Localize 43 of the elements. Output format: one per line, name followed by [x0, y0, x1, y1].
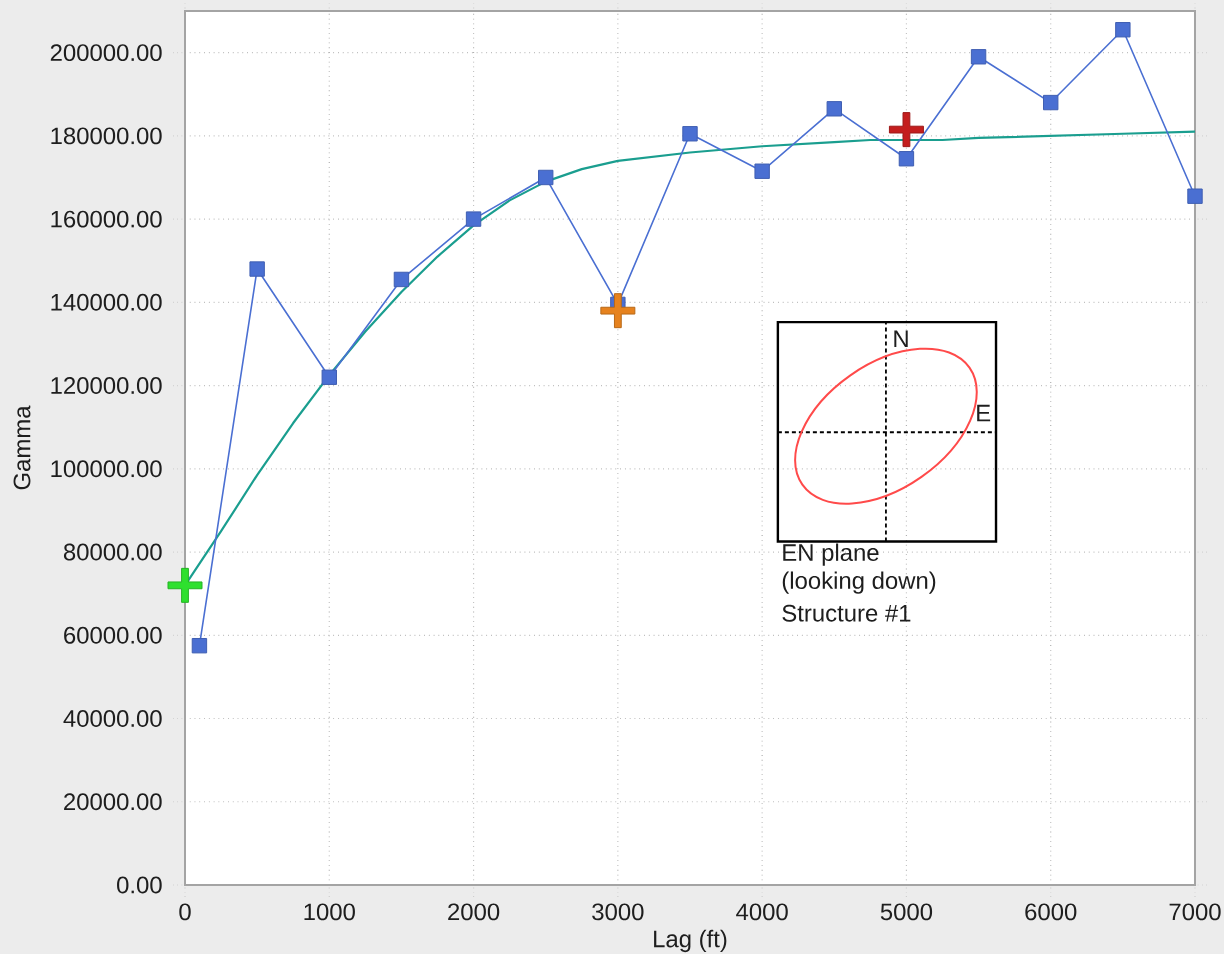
- y-tick-label: 80000.00: [63, 543, 162, 561]
- y-tick-label: 140000.00: [51, 293, 162, 311]
- y-tick-label: 60000.00: [64, 626, 162, 644]
- point: [1187, 188, 1203, 204]
- point: [970, 49, 987, 65]
- point: [393, 271, 410, 288]
- annotation: E: [977, 404, 991, 422]
- y-tick-label: 0.00: [117, 876, 162, 894]
- annotation: Structure #1: [782, 604, 911, 622]
- x-tick-label: 0: [179, 903, 191, 921]
- x-tick-label: 1000: [304, 903, 355, 921]
- x-axis-title: Lag (ft): [654, 929, 727, 953]
- x-tick-label: 2000: [448, 903, 500, 921]
- x-tick-label: 5000: [880, 903, 933, 921]
- y-tick-label: 180000.00: [51, 127, 162, 145]
- annotation: (looking down): [782, 571, 936, 594]
- point: [191, 637, 208, 654]
- y-tick-label: 40000.00: [63, 710, 162, 727]
- y-tick-label: 200000.00: [50, 44, 162, 62]
- point: [600, 293, 636, 329]
- point: [1043, 94, 1059, 111]
- point: [321, 369, 337, 385]
- y-tick-label: 160000.00: [51, 210, 162, 228]
- point: [898, 151, 915, 167]
- x-tick-label: 4000: [736, 903, 788, 921]
- point: [826, 101, 842, 117]
- point: [888, 112, 924, 148]
- point: [249, 261, 265, 277]
- point: [754, 163, 770, 179]
- point: [465, 211, 482, 227]
- point: [1115, 22, 1131, 38]
- x-tick-label: 6000: [1025, 903, 1077, 921]
- x-tick-label: 3000: [592, 903, 644, 921]
- point: [682, 126, 698, 142]
- point: [538, 169, 554, 186]
- y-axis-title: Gamma: [13, 405, 31, 490]
- x-tick-label: 7000: [1169, 903, 1221, 921]
- annotation: EN plane: [783, 543, 879, 566]
- y-tick-label: 100000.00: [51, 460, 162, 478]
- point: [167, 567, 203, 603]
- y-tick-label: 20000.00: [64, 793, 162, 811]
- annotation: N: [894, 330, 908, 347]
- y-tick-label: 120000.00: [51, 377, 162, 395]
